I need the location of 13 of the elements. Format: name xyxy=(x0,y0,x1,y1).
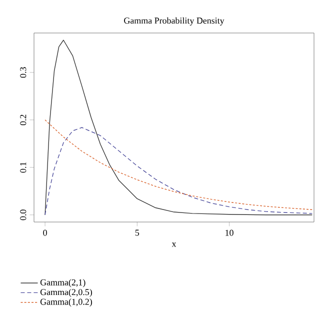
x-tick-label: 0 xyxy=(43,230,47,236)
y-tick-label: 0.3 xyxy=(20,67,26,78)
legend-label: Gamma(2,0.5) xyxy=(40,288,92,297)
y-tick-label: 0.2 xyxy=(20,114,26,126)
chart-title: Gamma Probability Density xyxy=(124,17,224,26)
line-series xyxy=(44,40,313,216)
legend-label: Gamma(1,0.2) xyxy=(40,298,92,307)
y-tick-label: 0.1 xyxy=(20,162,26,173)
x-axis-title: x xyxy=(172,242,176,247)
legend-label: Gamma(2,1) xyxy=(40,279,86,288)
x-tick-label: 5 xyxy=(135,230,140,236)
y-tick-label: 0.0 xyxy=(20,210,26,220)
x-tick-label: 10 xyxy=(226,230,234,236)
